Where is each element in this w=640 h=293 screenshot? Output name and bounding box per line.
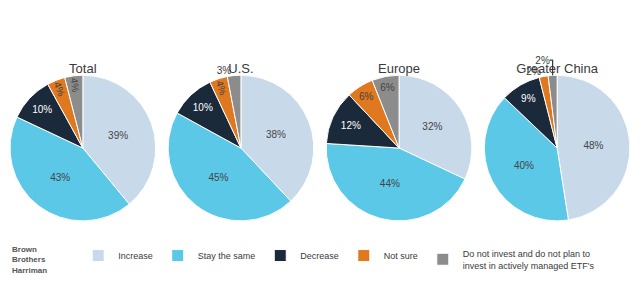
svg-text:38%: 38% xyxy=(266,129,286,140)
svg-text:BrownBrothersHarriman: BrownBrothersHarriman xyxy=(12,245,47,275)
svg-text:44%: 44% xyxy=(380,178,400,189)
svg-text:6%: 6% xyxy=(380,82,395,93)
svg-text:4%: 4% xyxy=(69,77,82,93)
svg-text:10%: 10% xyxy=(32,104,52,115)
svg-text:4%: 4% xyxy=(52,80,68,98)
svg-text:32%: 32% xyxy=(422,121,442,132)
svg-text:40%: 40% xyxy=(514,160,534,171)
svg-text:48%: 48% xyxy=(583,140,603,151)
svg-text:43%: 43% xyxy=(50,172,70,183)
svg-text:45%: 45% xyxy=(208,172,228,183)
svg-text:4%: 4% xyxy=(214,79,229,96)
svg-text:Europe: Europe xyxy=(378,61,420,76)
svg-text:Total: Total xyxy=(69,61,97,76)
svg-text:3%: 3% xyxy=(217,65,232,76)
svg-text:6%: 6% xyxy=(359,91,374,102)
svg-text:Do not invest and do not plan: Do not invest and do not plan toinvest i… xyxy=(463,249,595,271)
svg-text:2%: 2% xyxy=(526,66,541,77)
svg-text:12%: 12% xyxy=(341,120,361,131)
svg-text:Decrease: Decrease xyxy=(300,251,339,261)
svg-text:2%: 2% xyxy=(535,55,550,66)
svg-text:9%: 9% xyxy=(521,93,536,104)
svg-text:39%: 39% xyxy=(108,130,128,141)
svg-text:Not sure: Not sure xyxy=(384,251,418,261)
svg-text:U.S.: U.S. xyxy=(228,61,253,76)
svg-text:10%: 10% xyxy=(193,102,213,113)
svg-text:Stay the same: Stay the same xyxy=(198,251,256,261)
svg-text:Greater China: Greater China xyxy=(516,61,598,76)
svg-text:Increase: Increase xyxy=(118,251,153,261)
